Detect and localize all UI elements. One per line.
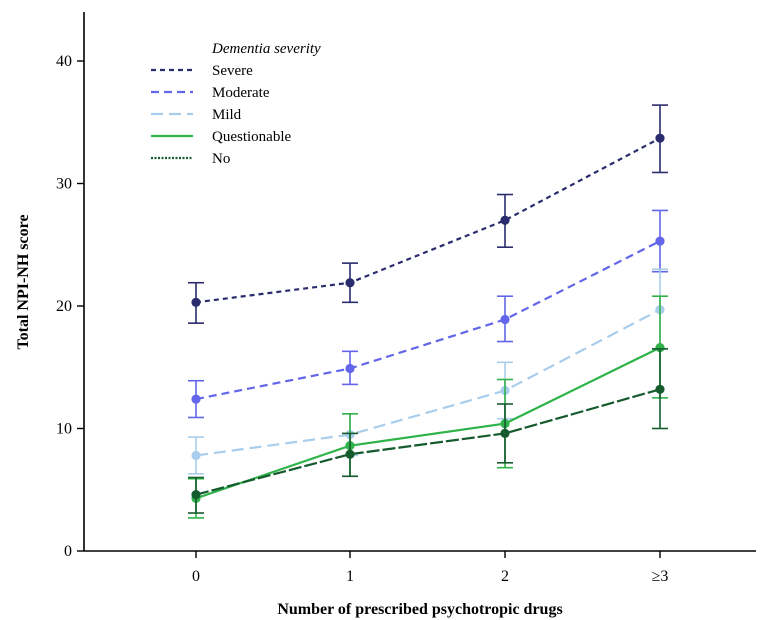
legend-label: Moderate xyxy=(212,85,270,101)
data-point xyxy=(500,314,510,325)
series-no xyxy=(188,348,668,514)
legend-label: No xyxy=(212,151,230,167)
y-axis-title: Total NPI-NH score xyxy=(15,214,32,349)
data-point xyxy=(655,133,665,143)
x-tick-label: 1 xyxy=(346,568,354,585)
legend-label: Mild xyxy=(212,107,242,123)
y-tick-label: 40 xyxy=(56,53,72,70)
legend: Dementia severity Severe Moderate Mild Ques… xyxy=(151,41,321,167)
series-line xyxy=(195,308,661,457)
y-ticks: 0 10 20 30 40 xyxy=(56,53,84,560)
legend-title: Dementia severity xyxy=(211,41,321,57)
data-point xyxy=(191,450,201,461)
y-tick-label: 10 xyxy=(56,421,72,438)
series-mild xyxy=(188,268,668,475)
data-point xyxy=(345,278,355,288)
data-point xyxy=(345,363,355,374)
y-tick-label: 0 xyxy=(64,543,72,560)
data-point xyxy=(500,428,510,438)
x-ticks: 0 1 2 ≥3 xyxy=(192,551,668,585)
series-line xyxy=(195,388,661,496)
data-point xyxy=(500,215,510,225)
series-line xyxy=(195,137,661,304)
legend-label: Questionable xyxy=(212,129,291,145)
series-moderate xyxy=(188,209,668,419)
data-point xyxy=(655,236,665,246)
y-tick-label: 30 xyxy=(56,176,72,193)
x-axis-title: Number of prescribed psychotropic drugs xyxy=(277,601,562,618)
x-tick-label: 0 xyxy=(192,568,200,585)
data-point xyxy=(191,490,201,500)
legend-label: Severe xyxy=(212,63,253,79)
x-tick-label: 2 xyxy=(501,568,509,585)
legend-entries: Severe Moderate Mild Questionable No xyxy=(151,63,291,167)
series-line xyxy=(195,346,661,500)
series-severe xyxy=(188,104,668,324)
y-tick-label: 20 xyxy=(56,298,72,315)
data-point xyxy=(191,297,201,307)
series-line xyxy=(195,240,661,401)
data-point xyxy=(655,384,665,394)
x-tick-label: ≥3 xyxy=(652,568,669,585)
data-point xyxy=(345,449,355,459)
data-point xyxy=(655,343,665,353)
series-layer xyxy=(188,104,668,519)
data-point xyxy=(191,394,201,404)
